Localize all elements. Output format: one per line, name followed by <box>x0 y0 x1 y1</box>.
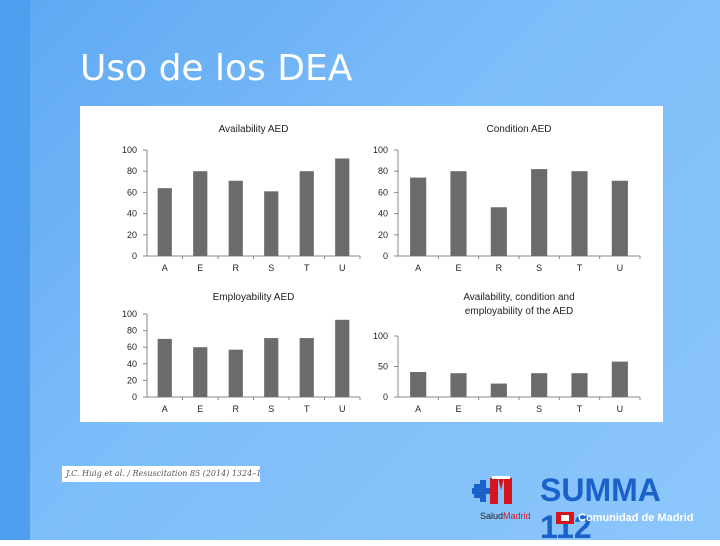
x-tick-label: S <box>536 404 542 414</box>
bar <box>264 338 279 397</box>
comunidad-text: Comunidad de Madrid <box>578 512 694 524</box>
x-tick-label: T <box>304 404 310 414</box>
x-tick-label: T <box>304 263 310 273</box>
bar <box>228 180 243 256</box>
chart-title-line: Availability, condition and <box>463 292 574 303</box>
bar <box>571 171 588 256</box>
x-tick-label: S <box>268 404 274 414</box>
x-tick-label: E <box>455 263 461 273</box>
bar <box>157 338 172 397</box>
x-tick-label: E <box>197 404 203 414</box>
bar <box>193 347 208 397</box>
x-tick-label: R <box>496 404 503 414</box>
y-tick-label: 100 <box>122 309 137 319</box>
bar <box>450 373 467 397</box>
bar <box>571 373 588 397</box>
y-tick-label: 60 <box>127 342 137 352</box>
charts-panel: Availability AED 0 20 40 60 80 100 A E R S T U Condit… <box>80 106 663 422</box>
chart-title: Condition AED <box>486 124 551 135</box>
bar <box>264 191 279 256</box>
y-tick-label: 50 <box>378 362 388 372</box>
y-tick-label: 80 <box>378 166 388 176</box>
x-tick-label: A <box>415 263 421 273</box>
bar <box>410 177 427 256</box>
x-tick-label: A <box>415 404 421 414</box>
bar <box>490 207 507 256</box>
x-tick-label: T <box>577 404 583 414</box>
x-tick-label: U <box>339 404 346 414</box>
y-tick-label: 40 <box>127 359 137 369</box>
y-tick-label: 80 <box>127 326 137 336</box>
y-tick-label: 60 <box>127 187 137 197</box>
y-tick-label: 100 <box>373 145 388 155</box>
x-tick-label: S <box>268 263 274 273</box>
bar <box>531 373 548 397</box>
charts-svg: Availability AED 0 20 40 60 80 100 A E R S T U Condit… <box>122 124 641 414</box>
bar <box>611 361 628 397</box>
madrid-flag-icon <box>556 512 574 525</box>
y-tick-label: 20 <box>378 230 388 240</box>
x-tick-label: A <box>162 263 168 273</box>
bar <box>450 171 467 256</box>
bar <box>335 158 350 256</box>
bar <box>157 188 172 256</box>
y-tick-label: 20 <box>127 375 137 385</box>
bar <box>299 171 314 256</box>
x-tick-label: E <box>455 404 461 414</box>
bar <box>299 338 314 397</box>
bar <box>611 180 628 256</box>
bar <box>193 171 208 256</box>
x-tick-label: E <box>197 263 203 273</box>
y-tick-label: 40 <box>378 209 388 219</box>
y-tick-label: 20 <box>127 230 137 240</box>
y-tick-label: 100 <box>122 145 137 155</box>
chart-title: Employability AED <box>213 292 295 303</box>
citation: J.C. Huig et al. / Resuscitation 85 (201… <box>62 466 260 482</box>
x-tick-label: S <box>536 263 542 273</box>
x-tick-label: R <box>496 263 503 273</box>
x-tick-label: U <box>617 404 624 414</box>
y-tick-label: 0 <box>383 251 388 261</box>
salud-text: Salud <box>480 511 504 521</box>
summa-logo-text: SUMMA 112 <box>540 472 660 545</box>
madrid-text: Madrid <box>503 511 531 521</box>
bar <box>335 319 350 397</box>
x-tick-label: T <box>577 263 583 273</box>
chart-title-line: employability of the AED <box>465 306 573 317</box>
bar <box>410 371 427 397</box>
y-tick-label: 100 <box>373 331 388 341</box>
left-band <box>0 0 30 540</box>
y-tick-label: 0 <box>132 392 137 402</box>
x-tick-label: U <box>617 263 624 273</box>
bar <box>228 349 243 397</box>
y-tick-label: 0 <box>383 392 388 402</box>
salud-madrid-logo: SaludMadrid <box>480 511 531 521</box>
y-tick-label: 0 <box>132 251 137 261</box>
bar <box>490 383 507 397</box>
x-tick-label: A <box>162 404 168 414</box>
x-tick-label: R <box>233 263 240 273</box>
comunidad-madrid-logo: Comunidad de Madrid <box>556 512 694 525</box>
bar <box>531 169 548 256</box>
y-tick-label: 80 <box>127 166 137 176</box>
x-tick-label: U <box>339 263 346 273</box>
x-tick-label: R <box>233 404 240 414</box>
chart-title: Availability AED <box>219 124 289 135</box>
summa-logo-icon <box>472 476 512 504</box>
y-tick-label: 40 <box>127 209 137 219</box>
slide-title: Uso de los DEA <box>80 48 353 89</box>
y-tick-label: 60 <box>378 187 388 197</box>
